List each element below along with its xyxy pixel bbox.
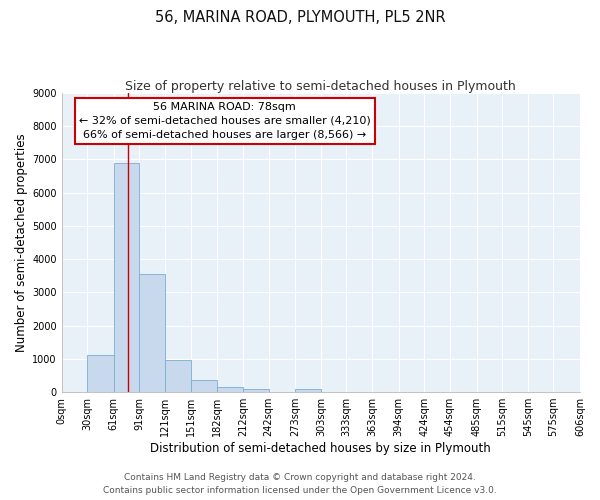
Y-axis label: Number of semi-detached properties: Number of semi-detached properties bbox=[15, 133, 28, 352]
Text: 56, MARINA ROAD, PLYMOUTH, PL5 2NR: 56, MARINA ROAD, PLYMOUTH, PL5 2NR bbox=[155, 10, 445, 25]
Bar bbox=[114, 164, 139, 392]
Text: 56 MARINA ROAD: 78sqm
← 32% of semi-detached houses are smaller (4,210)
66% of s: 56 MARINA ROAD: 78sqm ← 32% of semi-deta… bbox=[79, 102, 371, 140]
Bar bbox=[88, 354, 114, 392]
Title: Size of property relative to semi-detached houses in Plymouth: Size of property relative to semi-detach… bbox=[125, 80, 516, 93]
X-axis label: Distribution of semi-detached houses by size in Plymouth: Distribution of semi-detached houses by … bbox=[151, 442, 491, 455]
Bar bbox=[295, 389, 321, 392]
Bar bbox=[165, 360, 191, 392]
Bar bbox=[139, 274, 165, 392]
Bar bbox=[217, 388, 243, 392]
Bar bbox=[191, 380, 217, 392]
Text: Contains HM Land Registry data © Crown copyright and database right 2024.
Contai: Contains HM Land Registry data © Crown c… bbox=[103, 474, 497, 495]
Bar bbox=[243, 389, 269, 392]
